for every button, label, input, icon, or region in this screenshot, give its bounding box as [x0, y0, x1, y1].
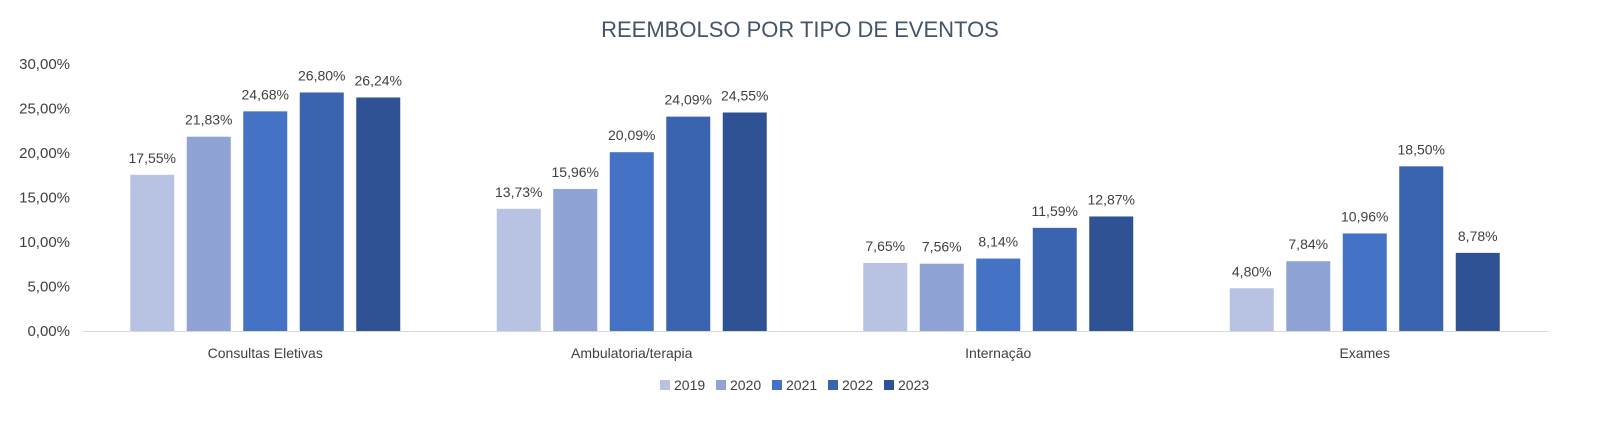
data-label: 10,96% — [1341, 208, 1388, 224]
legend-label: 2019 — [674, 377, 705, 393]
bar-2022 — [1032, 227, 1077, 331]
bar-2019 — [130, 174, 175, 331]
x-tick-label: Internação — [965, 345, 1031, 361]
legend-swatch — [828, 380, 838, 390]
x-tick-label: Ambulatoria/terapia — [571, 345, 693, 361]
legend-label: 2023 — [898, 377, 929, 393]
bar-2021 — [1342, 233, 1387, 331]
bar-2020 — [553, 188, 598, 331]
data-label: 4,80% — [1232, 263, 1272, 279]
data-label: 7,84% — [1288, 236, 1328, 252]
y-tick-label: 15,00% — [19, 190, 70, 207]
y-tick-label: 5,00% — [27, 279, 70, 296]
data-label: 8,14% — [978, 234, 1018, 250]
y-axis: 0,00% 5,00% 10,00% 15,00% 20,00% 25,00% 30,00% — [19, 56, 70, 340]
y-tick-label: 25,00% — [19, 101, 70, 118]
data-label: 21,83% — [185, 112, 232, 128]
bar-2023 — [1089, 216, 1134, 331]
x-axis: Consultas Eletivas Ambulatoria/terapia Int… — [82, 331, 1548, 361]
bar-2019 — [496, 208, 541, 331]
legend-swatch — [660, 380, 670, 390]
bar-2020 — [919, 263, 964, 331]
data-label: 20,09% — [608, 127, 655, 143]
data-label: 7,56% — [922, 239, 962, 255]
legend: 2019 2020 2021 2022 2023 — [660, 377, 929, 393]
data-label: 12,87% — [1088, 191, 1135, 207]
bar-2023 — [1455, 252, 1500, 331]
bar-2020 — [186, 136, 231, 331]
data-label: 15,96% — [552, 164, 599, 180]
bar-2022 — [1399, 166, 1444, 331]
data-labels: 17,55% 13,73% 7,65% 4,80% 21,83% 15,96% 7,56% 7… — [129, 67, 1498, 279]
bar-2020 — [1286, 261, 1331, 331]
data-label: 7,65% — [865, 238, 905, 254]
data-label: 24,68% — [242, 86, 289, 102]
legend-label: 2022 — [842, 377, 873, 393]
data-label: 13,73% — [495, 184, 542, 200]
legend-label: 2020 — [730, 377, 761, 393]
data-label: 26,80% — [298, 67, 345, 83]
bar-2023 — [722, 112, 767, 331]
y-tick-label: 10,00% — [19, 234, 70, 251]
x-tick-label: Consultas Eletivas — [208, 345, 323, 361]
y-tick-label: 20,00% — [19, 145, 70, 162]
bar-2021 — [976, 258, 1021, 331]
data-label: 18,50% — [1398, 141, 1445, 157]
legend-swatch — [884, 380, 894, 390]
data-label: 11,59% — [1032, 203, 1078, 219]
bar-2023 — [356, 97, 401, 332]
bar-2021 — [243, 111, 288, 332]
bar-2019 — [1229, 288, 1274, 331]
data-label: 17,55% — [129, 150, 176, 166]
y-tick-label: 0,00% — [27, 323, 70, 340]
bar-2019 — [863, 262, 908, 331]
x-tick-label: Exames — [1339, 345, 1390, 361]
bar-2022 — [299, 92, 344, 331]
legend-swatch — [772, 380, 782, 390]
y-tick-label: 30,00% — [19, 56, 70, 73]
bar-2022 — [666, 116, 711, 331]
data-label: 8,78% — [1458, 228, 1498, 244]
legend-label: 2021 — [786, 377, 817, 393]
bars — [130, 92, 1500, 332]
data-label: 24,55% — [721, 88, 768, 104]
chart-title: REEMBOLSO POR TIPO DE EVENTOS — [601, 17, 999, 42]
data-label: 26,24% — [355, 72, 402, 88]
legend-swatch — [716, 380, 726, 390]
data-label: 24,09% — [665, 92, 712, 108]
bar-2021 — [609, 152, 654, 331]
